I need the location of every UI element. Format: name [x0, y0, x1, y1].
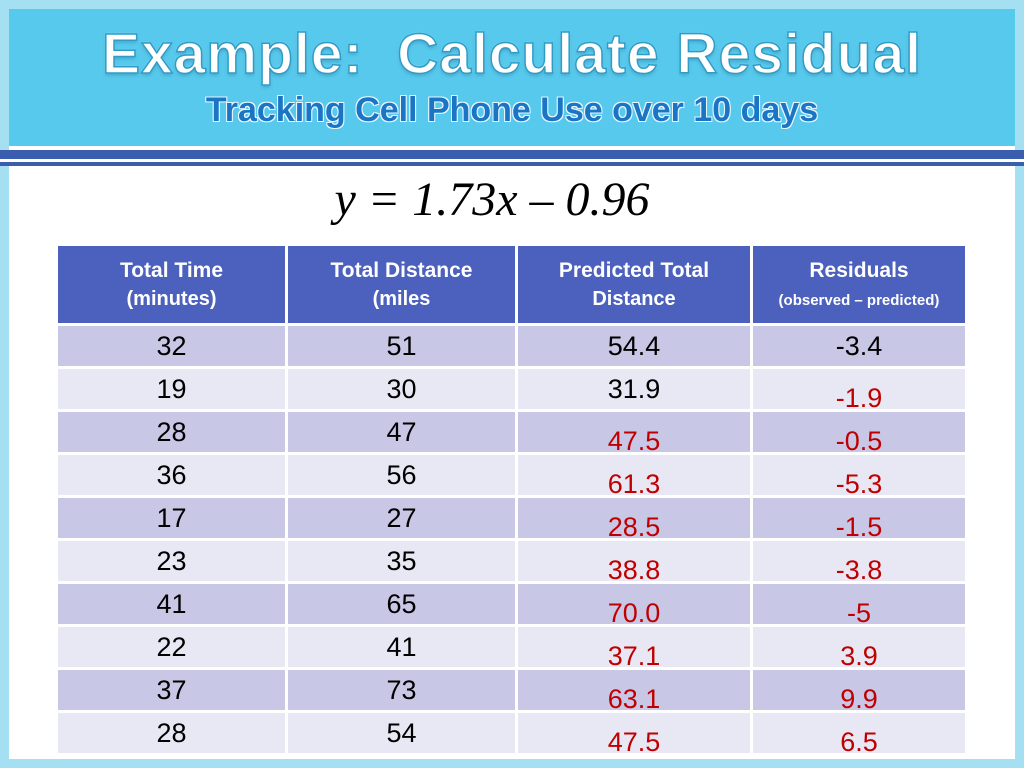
table-cell: 27 [285, 495, 518, 541]
table-body: 32 51 54.4 -3.4 19 30 31.9 -1.9 28 47 47.5 -0.5 36 56… [55, 323, 968, 757]
header-line2: (miles [372, 287, 431, 310]
slide-subtitle: Tracking Cell Phone Use over 10 days [205, 90, 819, 129]
table-cell: 19 [55, 366, 288, 412]
header-row: Total Time (minutes) Total Distance (mil… [55, 243, 968, 326]
table-cell: 35 [285, 538, 518, 584]
slide-title: Example: Calculate Residual [101, 22, 922, 87]
column-header-total-time: Total Time (minutes) [55, 243, 288, 326]
separator-thin-line [0, 162, 1024, 166]
header-line1: Residuals [809, 259, 909, 283]
table-cell: -3.4 [750, 323, 968, 369]
table-row: 23 35 38.8 -3.8 [55, 538, 968, 585]
table-cell: 47.5 [515, 710, 753, 757]
header-line1: Predicted Total [558, 259, 710, 283]
table-header: Total Time (minutes) Total Distance (mil… [55, 243, 968, 326]
table-cell: 22 [55, 624, 288, 670]
table-cell: 61.3 [515, 452, 753, 499]
table-row: 28 47 47.5 -0.5 [55, 409, 968, 456]
table-cell: 73 [285, 667, 518, 713]
table-cell: 70.0 [515, 581, 753, 628]
table-cell: 9.9 [750, 667, 968, 714]
table-cell: 51 [285, 323, 518, 369]
header-line1: Total Distance [330, 259, 473, 283]
table-cell: 54.4 [515, 323, 753, 369]
column-header-total-distance: Total Distance (miles [285, 243, 518, 326]
table-cell: 65 [285, 581, 518, 627]
title-band: Example: Calculate Residual Tracking Cel… [9, 9, 1015, 146]
table-cell: 56 [285, 452, 518, 498]
table-cell: 28 [55, 710, 288, 756]
table-cell: 6.5 [750, 710, 968, 757]
table-cell: 41 [285, 624, 518, 670]
table-row: 19 30 31.9 -1.9 [55, 366, 968, 413]
separator-lines [0, 150, 1024, 166]
header-line2: (observed – predicted) [778, 291, 940, 309]
header-line1: Total Time [119, 259, 224, 283]
table-cell: -1.5 [750, 495, 968, 542]
header-line2: (minutes) [126, 287, 217, 310]
table-cell: 32 [55, 323, 288, 369]
table-cell: 28.5 [515, 495, 753, 542]
table-cell: 41 [55, 581, 288, 627]
table-cell: 38.8 [515, 538, 753, 585]
table-cell: 31.9 [515, 366, 753, 412]
separator-gap [0, 159, 1024, 162]
table-cell: 37.1 [515, 624, 753, 671]
table-cell: 54 [285, 710, 518, 756]
column-header-residuals: Residuals (observed – predicted) [750, 243, 968, 326]
column-header-predicted-distance: Predicted Total Distance [515, 243, 753, 326]
header-line2: Distance [592, 287, 676, 310]
table-cell: -1.9 [750, 366, 968, 413]
table-cell: 23 [55, 538, 288, 584]
table-cell: 37 [55, 667, 288, 713]
table-cell: 17 [55, 495, 288, 541]
separator-thick-line [0, 150, 1024, 159]
table-row: 41 65 70.0 -5 [55, 581, 968, 628]
regression-equation: y = 1.73x – 0.96 [334, 173, 650, 226]
table-cell: 3.9 [750, 624, 968, 671]
table-row: 37 73 63.1 9.9 [55, 667, 968, 714]
table-row: 36 56 61.3 -5.3 [55, 452, 968, 499]
table-cell: 63.1 [515, 667, 753, 714]
table-cell: -0.5 [750, 409, 968, 456]
table-cell: 47.5 [515, 409, 753, 456]
table-cell: 28 [55, 409, 288, 455]
table-cell: -3.8 [750, 538, 968, 585]
table-row: 22 41 37.1 3.9 [55, 624, 968, 671]
table-row: 17 27 28.5 -1.5 [55, 495, 968, 542]
table-row: 28 54 47.5 6.5 [55, 710, 968, 757]
table-cell: -5 [750, 581, 968, 628]
data-table: Total Time (minutes) Total Distance (mil… [55, 243, 968, 757]
table-cell: -5.3 [750, 452, 968, 499]
table-cell: 30 [285, 366, 518, 412]
table-cell: 47 [285, 409, 518, 455]
table-cell: 36 [55, 452, 288, 498]
table-row: 32 51 54.4 -3.4 [55, 323, 968, 369]
